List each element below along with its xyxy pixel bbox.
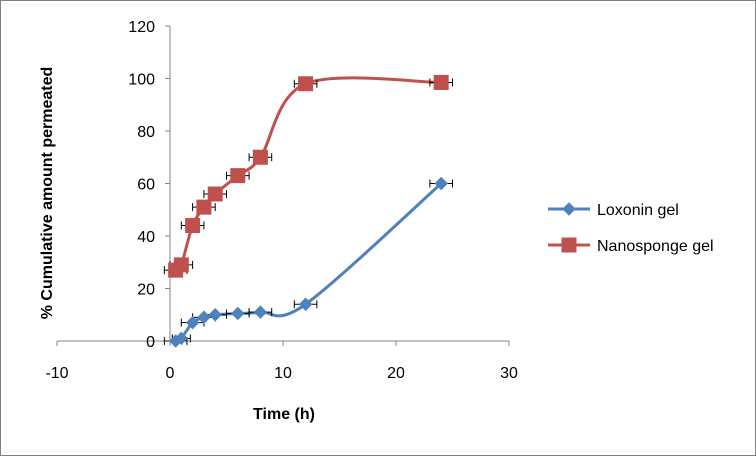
data-point	[197, 310, 211, 325]
legend-label-loxonin: Loxonin gel	[597, 202, 679, 219]
y-tick-label: 80	[137, 124, 155, 141]
series-1	[163, 74, 453, 278]
data-point	[207, 186, 223, 202]
series-0	[163, 176, 453, 348]
y-tick-label: 100	[128, 72, 155, 89]
x-axis-title: Time (h)	[253, 406, 315, 423]
y-tick-label: 60	[137, 177, 155, 194]
data-point	[196, 199, 212, 215]
series-line	[174, 76, 442, 272]
axes: -10 0 10 20 30 0 20 40 60 80 100 120	[45, 19, 518, 382]
x-tick-label: 30	[500, 365, 518, 382]
legend-label-nanosponge: Nanosponge gel	[597, 238, 714, 255]
plot-area	[163, 74, 453, 348]
y-tick-label: 0	[146, 334, 155, 351]
data-point	[173, 257, 189, 273]
data-point	[231, 306, 245, 321]
legend-item-nanosponge: Nanosponge gel	[548, 237, 714, 255]
data-point	[298, 297, 313, 311]
x-tick-label: 20	[387, 365, 405, 382]
data-point	[208, 308, 222, 322]
data-point	[174, 331, 189, 346]
y-axis-title: % Cumulative amount permeated	[39, 67, 56, 320]
y-tick-label: 20	[137, 282, 155, 299]
y-tick-label: 40	[137, 229, 155, 246]
x-tick-label: 0	[166, 365, 175, 382]
y-tick-label: 120	[128, 19, 155, 36]
legend-item-loxonin: Loxonin gel	[548, 202, 679, 219]
data-point	[434, 176, 448, 191]
legend-marker-loxonin	[562, 202, 576, 216]
data-point	[185, 218, 201, 233]
data-point	[298, 76, 314, 92]
x-tick-label: 10	[274, 365, 292, 382]
legend: Loxonin gel Nanosponge gel	[548, 202, 714, 255]
data-point	[253, 305, 268, 319]
data-point	[252, 149, 268, 165]
data-point	[185, 315, 200, 330]
legend-marker-nanosponge	[561, 237, 577, 253]
data-point	[230, 168, 246, 184]
x-tick-label: -10	[45, 365, 68, 382]
data-point	[433, 74, 449, 90]
